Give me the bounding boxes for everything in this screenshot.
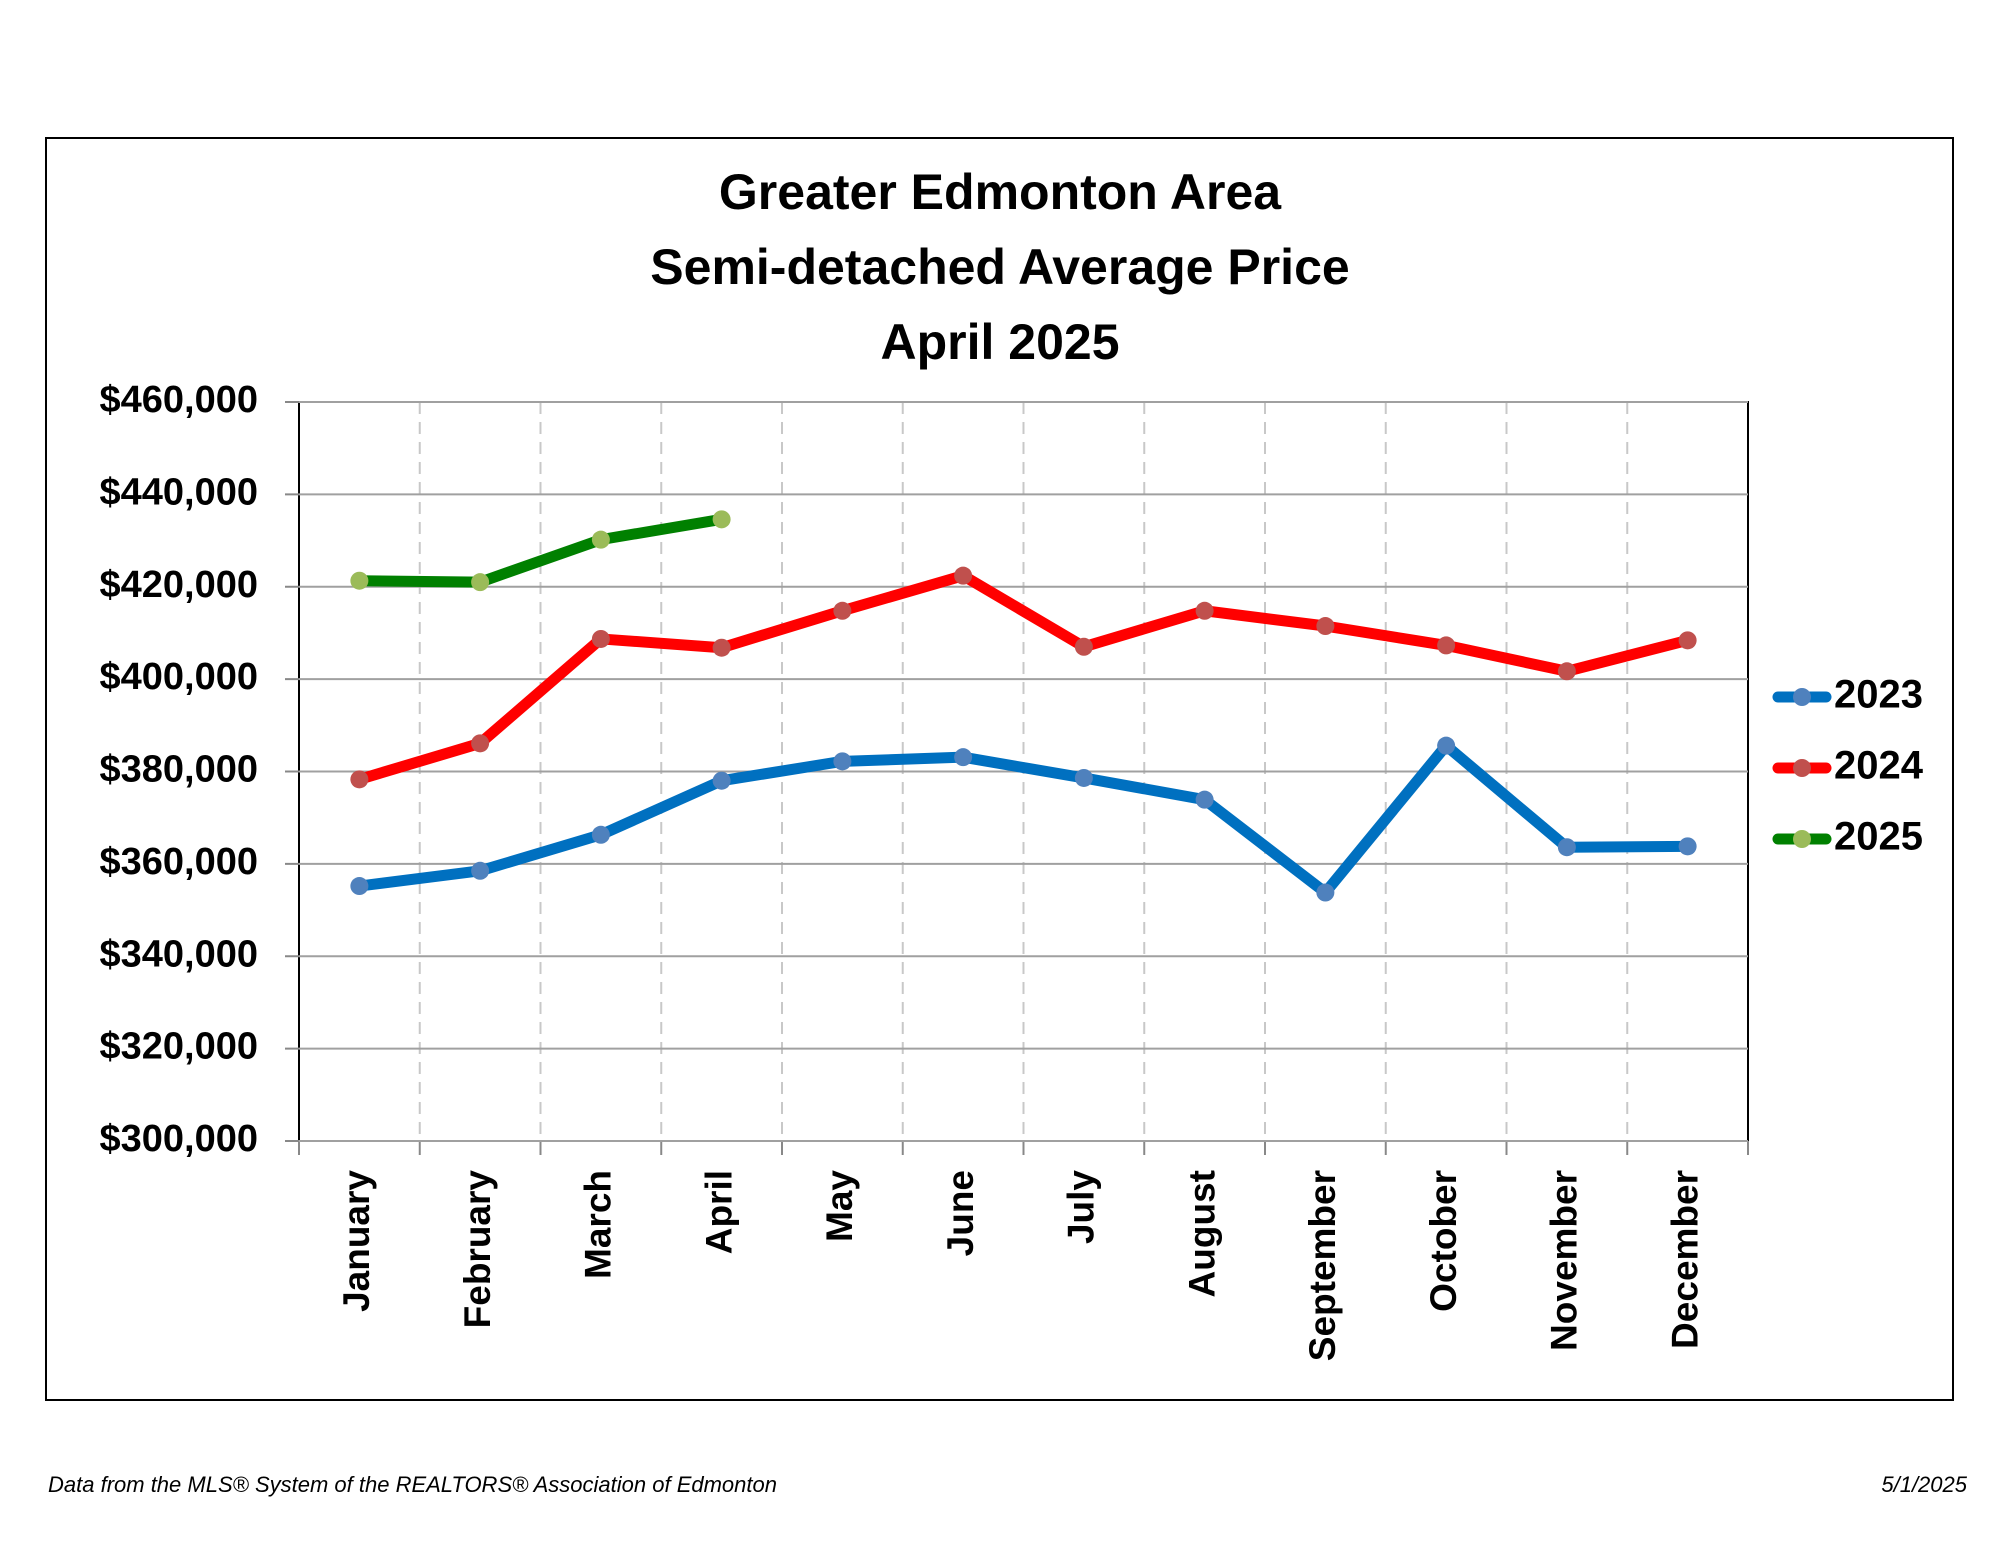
data-point <box>350 770 369 789</box>
data-point <box>1074 768 1093 787</box>
data-point <box>1074 637 1093 656</box>
data-point <box>1678 631 1697 650</box>
x-tick-label: June <box>940 1170 981 1256</box>
data-point <box>1557 662 1576 681</box>
y-tick-label: $380,000 <box>100 749 259 791</box>
data-point <box>1316 617 1335 636</box>
y-tick-label: $360,000 <box>100 841 259 883</box>
chart-title: April 2025 <box>880 314 1119 370</box>
x-tick-label: July <box>1061 1170 1102 1244</box>
data-point <box>350 877 369 896</box>
data-point <box>1437 736 1456 755</box>
x-tick-label: November <box>1544 1170 1585 1351</box>
data-point <box>712 771 731 790</box>
y-tick-label: $320,000 <box>100 1026 259 1068</box>
data-point <box>712 510 731 529</box>
footer-date: 5/1/2025 <box>1881 1472 1967 1497</box>
legend-marker <box>1793 759 1811 777</box>
data-point <box>833 601 852 620</box>
y-tick-label: $440,000 <box>100 471 259 513</box>
data-point <box>1195 601 1214 620</box>
series-line <box>353 513 728 588</box>
data-point <box>591 825 610 844</box>
y-tick-label: $300,000 <box>100 1118 259 1160</box>
legend-marker <box>1793 830 1811 848</box>
data-point <box>1316 883 1335 902</box>
x-tick-label: September <box>1302 1170 1343 1361</box>
y-tick-label: $460,000 <box>100 379 259 421</box>
legend-label: 2025 <box>1834 815 1923 859</box>
legend-marker <box>1793 688 1811 706</box>
x-tick-label: May <box>819 1170 860 1242</box>
x-tick-label: December <box>1664 1170 1705 1349</box>
y-tick-label: $340,000 <box>100 933 259 975</box>
x-tick-label: April <box>698 1170 739 1254</box>
x-tick-label: August <box>1181 1170 1222 1297</box>
data-point <box>350 571 369 590</box>
data-point <box>954 566 973 585</box>
legend-label: 2024 <box>1834 744 1924 788</box>
series-line <box>353 740 1694 899</box>
data-point <box>954 748 973 767</box>
x-tick-label: October <box>1423 1170 1464 1312</box>
x-tick-label: March <box>578 1170 619 1279</box>
x-tick-label: February <box>457 1170 498 1329</box>
data-point <box>591 530 610 549</box>
data-point <box>1678 837 1697 856</box>
y-tick-label: $400,000 <box>100 656 259 698</box>
chart-title: Semi-detached Average Price <box>650 239 1349 295</box>
data-point <box>591 629 610 648</box>
chart-title: Greater Edmonton Area <box>719 164 1282 220</box>
y-tick-label: $420,000 <box>100 564 259 606</box>
data-point <box>471 573 490 592</box>
data-point <box>471 861 490 880</box>
data-point <box>833 752 852 771</box>
data-point <box>1195 790 1214 809</box>
data-point <box>471 734 490 753</box>
footer-source: Data from the MLS® System of the REALTOR… <box>48 1472 777 1497</box>
data-point <box>1557 838 1576 857</box>
data-point <box>712 638 731 657</box>
data-point <box>1437 636 1456 655</box>
series-line <box>353 570 1694 785</box>
legend-label: 2023 <box>1834 673 1923 717</box>
x-tick-label: January <box>336 1170 377 1312</box>
